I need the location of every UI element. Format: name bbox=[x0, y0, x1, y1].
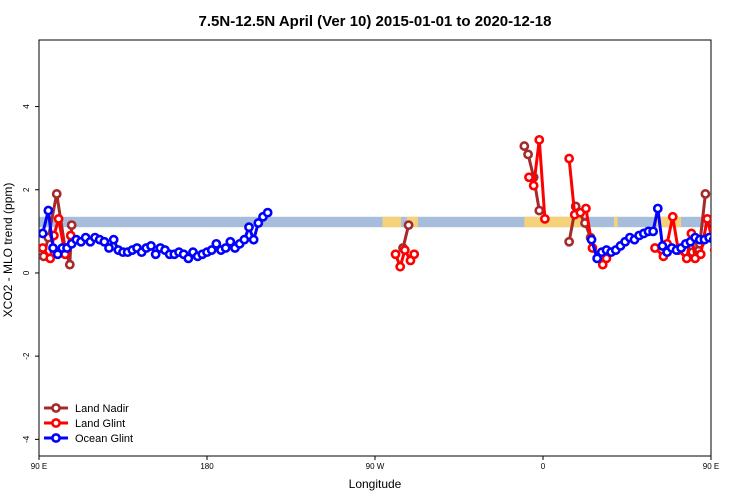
data-point bbox=[108, 234, 119, 245]
data-point bbox=[48, 243, 58, 253]
legend-label: Land Nadir bbox=[75, 403, 129, 415]
data-point bbox=[564, 153, 575, 164]
data-point bbox=[399, 245, 410, 255]
data-point bbox=[743, 236, 750, 243]
x-tick-label: 180 bbox=[200, 462, 214, 471]
data-point bbox=[564, 236, 575, 247]
x-tick-label: 0 bbox=[541, 462, 546, 471]
plot-area: 90 E 180 90 W 0 90 E -4 -2 0 2 4 bbox=[22, 39, 750, 471]
data-point bbox=[45, 253, 56, 264]
data-point bbox=[681, 253, 692, 264]
chart-title: 7.5N-12.5N April (Ver 10) 2015-01-01 to … bbox=[199, 13, 552, 30]
data-point bbox=[729, 261, 736, 268]
data-point bbox=[409, 249, 420, 260]
data-point bbox=[528, 180, 539, 191]
y-tick-label: 2 bbox=[22, 187, 31, 192]
x-tick-label: 90 E bbox=[703, 462, 719, 471]
y-tick-label: 0 bbox=[22, 270, 31, 275]
y-axis-label: XCO2 - MLO trend (ppm) bbox=[1, 183, 15, 318]
data-point bbox=[225, 236, 236, 247]
data-point bbox=[239, 234, 250, 245]
data-point bbox=[206, 245, 217, 255]
data-point bbox=[523, 149, 533, 160]
data-point bbox=[581, 203, 591, 214]
data-point bbox=[650, 243, 660, 253]
data-point bbox=[53, 213, 64, 224]
data-point bbox=[728, 255, 735, 262]
data-point bbox=[253, 218, 264, 228]
data-point bbox=[539, 213, 550, 224]
x-tick-label: 90 E bbox=[31, 462, 47, 471]
data-point bbox=[211, 238, 222, 249]
data-point bbox=[519, 141, 530, 151]
data-point bbox=[66, 220, 77, 231]
land-mask-region bbox=[656, 216, 682, 228]
data-point bbox=[403, 220, 414, 231]
data-point bbox=[700, 189, 711, 199]
data-point bbox=[39, 243, 48, 253]
data-point bbox=[708, 235, 711, 244]
data-point bbox=[534, 205, 545, 216]
legend-marker bbox=[51, 433, 61, 443]
data-point bbox=[586, 234, 597, 245]
legend-label: Ocean Glint bbox=[75, 433, 133, 445]
data-point bbox=[657, 241, 668, 251]
data-point bbox=[733, 234, 740, 241]
legend-marker bbox=[51, 418, 61, 428]
data-point bbox=[39, 228, 48, 239]
data-point bbox=[52, 249, 63, 260]
land-mask-region bbox=[382, 216, 402, 228]
data-point bbox=[104, 243, 114, 253]
data-point bbox=[43, 205, 54, 216]
y-tick-label: -2 bbox=[22, 352, 31, 360]
data-point bbox=[51, 189, 62, 199]
data-point bbox=[524, 172, 534, 183]
data-point bbox=[99, 236, 110, 247]
data-point bbox=[734, 238, 741, 245]
y-tick-label: 4 bbox=[22, 104, 31, 109]
data-point bbox=[720, 232, 727, 239]
data-point bbox=[695, 249, 706, 260]
data-point bbox=[150, 249, 161, 260]
data-point bbox=[592, 253, 603, 264]
legend-marker bbox=[51, 403, 61, 413]
data-point bbox=[534, 134, 545, 145]
series-ocean-glint bbox=[39, 203, 750, 264]
data-point bbox=[715, 238, 722, 245]
data-point bbox=[724, 238, 731, 245]
data-point bbox=[729, 246, 736, 253]
land-mask-region bbox=[524, 216, 585, 228]
legend-label: Land Glint bbox=[75, 418, 125, 430]
data-point bbox=[244, 222, 254, 233]
reference-band bbox=[39, 216, 711, 228]
data-point bbox=[395, 261, 406, 272]
data-point bbox=[248, 234, 259, 245]
legend: Land Nadir Land Glint Ocean Glint bbox=[44, 403, 133, 445]
data-point bbox=[183, 253, 194, 264]
data-point bbox=[709, 246, 711, 254]
data-point bbox=[146, 241, 156, 251]
x-tick-label: 90 W bbox=[366, 462, 385, 471]
data-point bbox=[262, 207, 273, 218]
data-point bbox=[390, 249, 401, 260]
data-point bbox=[220, 243, 231, 253]
series-line bbox=[733, 225, 737, 265]
data-point bbox=[720, 242, 727, 249]
y-tick-label: -4 bbox=[22, 435, 31, 443]
data-point bbox=[667, 211, 678, 222]
data-point bbox=[702, 213, 711, 224]
data-point bbox=[64, 259, 75, 270]
data-point bbox=[648, 226, 659, 237]
data-point bbox=[738, 236, 745, 243]
land-mask-region bbox=[613, 216, 618, 228]
data-point bbox=[652, 203, 663, 214]
data-point bbox=[733, 222, 740, 229]
x-axis-label: Longitude bbox=[349, 477, 402, 491]
